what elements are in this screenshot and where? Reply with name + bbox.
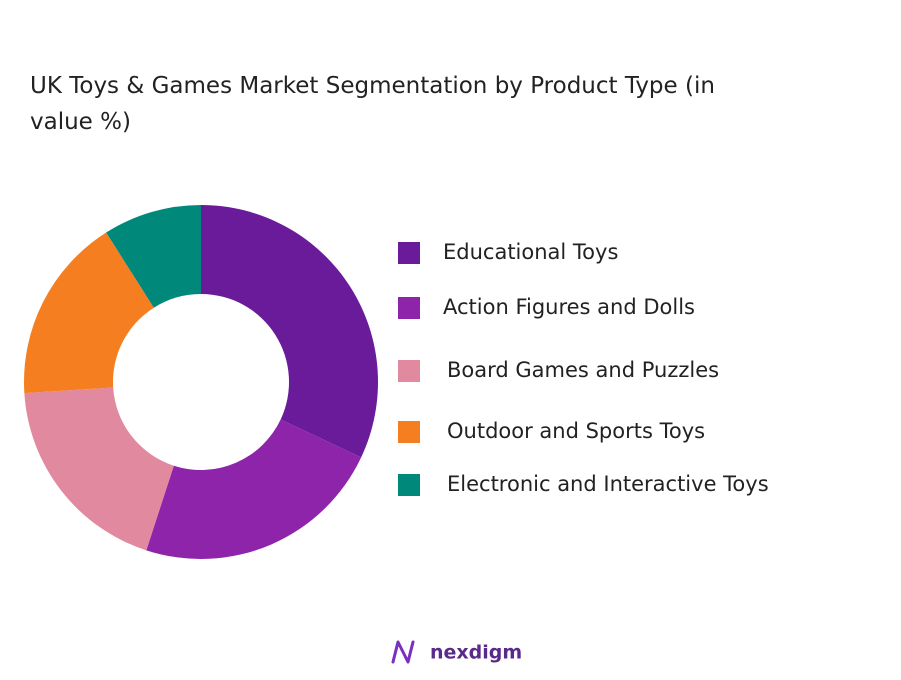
legend-swatch xyxy=(398,421,420,443)
logo-icon xyxy=(391,640,415,664)
donut-slice xyxy=(24,387,174,551)
donut-slice xyxy=(146,419,362,560)
legend-label: Educational Toys xyxy=(443,240,618,264)
legend-label: Electronic and Interactive Toys xyxy=(447,472,769,496)
brand-name: nexdigm xyxy=(430,642,522,664)
donut-slice xyxy=(201,205,378,458)
chart-title: UK Toys & Games Market Segmentation by P… xyxy=(30,73,715,135)
donut-slice xyxy=(106,205,201,308)
legend-swatch xyxy=(398,474,420,496)
legend-swatch xyxy=(398,297,420,319)
legend-swatch xyxy=(398,360,420,382)
legend-label: Outdoor and Sports Toys xyxy=(447,419,705,443)
brand-logo: nexdigm xyxy=(391,640,522,664)
donut-slice xyxy=(23,232,154,394)
legend-swatch xyxy=(398,242,420,264)
legend-label: Board Games and Puzzles xyxy=(447,358,719,382)
legend-label: Action Figures and Dolls xyxy=(443,295,695,319)
